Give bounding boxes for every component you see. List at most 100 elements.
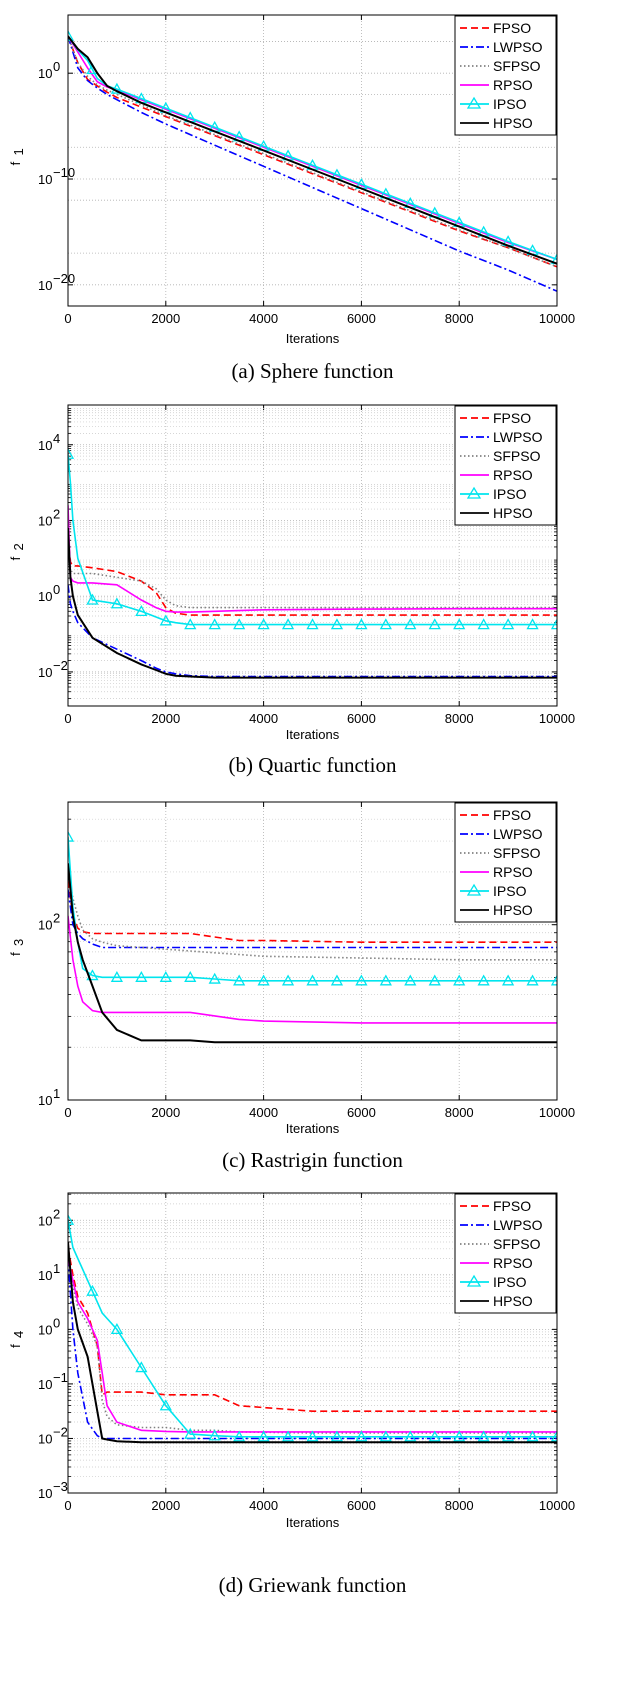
legend-label: HPSO [493, 1293, 533, 1309]
y-tick-base: 10 [38, 1213, 52, 1228]
x-axis-label: Iterations [286, 331, 340, 346]
x-tick-label: 4000 [249, 1105, 278, 1120]
y-tick-label: 10 0 [38, 59, 60, 81]
y-tick-base: 10 [38, 918, 52, 933]
y-tick-exponent: −3 [53, 1479, 68, 1494]
y-axis-label-sub: 4 [11, 1331, 26, 1338]
y-tick-base: 10 [38, 1093, 52, 1108]
y-axis-label: f2 [8, 543, 26, 560]
x-tick-label: 0 [64, 1105, 71, 1120]
panel-caption: (b) Quartic function [229, 753, 397, 777]
legend-label: SFPSO [493, 1236, 541, 1252]
y-tick-exponent: 2 [53, 911, 60, 926]
y-tick-base: 10 [38, 1431, 52, 1446]
x-tick-label: 2000 [151, 1105, 180, 1120]
x-tick-label: 10000 [539, 311, 575, 326]
x-tick-label: 8000 [445, 1105, 474, 1120]
y-tick-label: 10 2 [38, 911, 60, 933]
legend-label: FPSO [493, 20, 531, 36]
legend-label: FPSO [493, 1198, 531, 1214]
legend-label: RPSO [493, 467, 533, 483]
x-axis-label: Iterations [286, 1515, 340, 1530]
y-tick-base: 10 [38, 1268, 52, 1283]
panel-caption: (c) Rastrigin function [222, 1148, 403, 1172]
y-tick-label: 10 −1 [38, 1370, 68, 1392]
chart-panel-2: 0 2000 4000 6000 8000 1000010−210010210 4Itera… [8, 405, 575, 777]
x-tick-label: 6000 [347, 1105, 376, 1120]
y-tick-base: 10 [38, 513, 52, 528]
y-axis-label: f4 [8, 1331, 26, 1348]
x-tick-label: 6000 [347, 311, 376, 326]
legend-label: RPSO [493, 77, 533, 93]
legend-label: LWPSO [493, 429, 543, 445]
legend-label: IPSO [493, 96, 527, 112]
legend-label: IPSO [493, 883, 527, 899]
legend-label: IPSO [493, 1274, 527, 1290]
y-tick-exponent: −2 [53, 1424, 68, 1439]
y-tick-exponent: 2 [53, 506, 60, 521]
legend: FPSO LWPSO SFPSO RPSO IPSO HPSO [455, 406, 556, 525]
legend-label: LWPSO [493, 39, 543, 55]
legend-label: RPSO [493, 864, 533, 880]
x-tick-label: 4000 [249, 311, 278, 326]
y-tick-exponent: −1 [53, 1370, 68, 1385]
x-tick-label: 8000 [445, 1498, 474, 1513]
y-tick-base: 10 [38, 438, 52, 453]
y-tick-exponent: 0 [53, 59, 60, 74]
y-tick-base: 10 [38, 66, 52, 81]
x-tick-label: 2000 [151, 311, 180, 326]
legend-label: LWPSO [493, 826, 543, 842]
y-axis-label: f3 [8, 939, 26, 956]
y-tick-exponent: 1 [53, 1261, 60, 1276]
x-tick-label: 4000 [249, 1498, 278, 1513]
y-tick-base: 10 [38, 1377, 52, 1392]
y-tick-label: 10 −3 [38, 1479, 68, 1501]
legend-label: IPSO [493, 486, 527, 502]
y-tick-label: 10 2 [38, 1206, 60, 1228]
legend: FPSO LWPSO SFPSO RPSO IPSO HPSO [455, 803, 556, 922]
x-tick-label: 6000 [347, 711, 376, 726]
panel-caption: (d) Griewank function [219, 1573, 407, 1597]
panel-caption: (a) Sphere function [231, 359, 394, 383]
legend: FPSO LWPSO SFPSO RPSO IPSO HPSO [455, 1194, 556, 1313]
legend-label: HPSO [493, 902, 533, 918]
y-tick-base: 10 [38, 665, 52, 680]
y-tick-exponent: −10 [53, 165, 75, 180]
y-tick-base: 10 [38, 1322, 52, 1337]
legend-label: HPSO [493, 505, 533, 521]
y-tick-exponent: 2 [53, 1206, 60, 1221]
y-tick-exponent: 0 [53, 582, 60, 597]
y-tick-label: 10 −2 [38, 1424, 68, 1446]
legend: FPSO LWPSO SFPSO RPSO IPSO HPSO [455, 16, 556, 135]
y-tick-exponent: 1 [53, 1086, 60, 1101]
x-tick-label: 0 [64, 711, 71, 726]
y-tick-label: 10 0 [38, 1315, 60, 1337]
x-axis-label: Iterations [286, 727, 340, 742]
y-tick-base: 10 [38, 589, 52, 604]
legend-label: SFPSO [493, 845, 541, 861]
y-tick-label: 10 4 [38, 431, 60, 453]
x-axis-label: Iterations [286, 1121, 340, 1136]
legend-label: HPSO [493, 115, 533, 131]
x-tick-label: 2000 [151, 1498, 180, 1513]
x-tick-label: 0 [64, 311, 71, 326]
y-axis-label-main: f [8, 952, 23, 956]
y-tick-base: 10 [38, 1486, 52, 1501]
y-axis-label-sub: 1 [11, 148, 26, 155]
x-tick-label: 8000 [445, 711, 474, 726]
y-axis-label-main: f [8, 161, 23, 165]
legend-label: LWPSO [493, 1217, 543, 1233]
y-tick-base: 10 [38, 278, 52, 293]
y-tick-exponent: 0 [53, 1315, 60, 1330]
y-tick-exponent: −2 [53, 658, 68, 673]
x-tick-label: 10000 [539, 711, 575, 726]
y-axis-label-sub: 2 [11, 543, 26, 550]
y-tick-exponent: −20 [53, 271, 75, 286]
x-tick-label: 4000 [249, 711, 278, 726]
y-tick-label: 10 1 [38, 1086, 60, 1108]
chart-panel-4: 0 2000 4000 6000 8000 1000010−310−210−1100101… [8, 1193, 575, 1597]
x-tick-label: 0 [64, 1498, 71, 1513]
y-tick-label: 10 0 [38, 582, 60, 604]
